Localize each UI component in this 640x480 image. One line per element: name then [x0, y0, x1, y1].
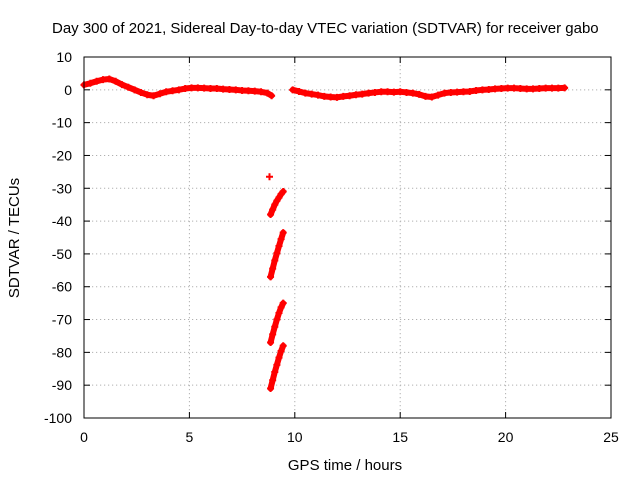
x-tick-label: 0	[80, 429, 88, 445]
x-tick-label: 15	[392, 429, 408, 445]
y-tick-label: -20	[52, 147, 72, 163]
plot-frame	[83, 56, 612, 419]
y-tick-label: -30	[52, 180, 72, 196]
y-tick-label: -10	[52, 115, 72, 131]
y-axis-label: SDTVAR / TECUs	[6, 178, 23, 298]
y-tick-label: -90	[52, 377, 72, 393]
x-tick-label: 5	[186, 429, 194, 445]
x-tick-label: 20	[498, 429, 514, 445]
series-trace	[289, 84, 568, 101]
series-trace	[81, 75, 275, 99]
data-point	[266, 173, 274, 181]
y-tick-label: 0	[64, 82, 72, 98]
series-outlier	[266, 173, 274, 181]
x-axis-label: GPS time / hours	[288, 457, 402, 474]
y-tick-label: -100	[44, 410, 72, 426]
series-descent-arc-1	[267, 188, 287, 219]
chart-title: Day 300 of 2021, Sidereal Day-to-day VTE…	[52, 20, 599, 37]
y-tick-label: -40	[52, 213, 72, 229]
series-main-trace-afternoon	[289, 84, 569, 101]
series-trace	[267, 342, 287, 392]
series-descent-arc-2	[267, 229, 287, 281]
x-tick-label: 25	[603, 429, 619, 445]
y-tick-label: -60	[52, 279, 72, 295]
series-trace	[267, 229, 287, 280]
x-tick-label: 10	[287, 429, 303, 445]
data-points	[80, 75, 569, 392]
series-trace	[267, 300, 287, 346]
series-descent-arc-4	[267, 342, 287, 392]
y-tick-label: -50	[52, 246, 72, 262]
axes: 10 0 -10 -20 -30 -40 -50 -60 -70 -80 -90 -100 0 5 10 15…	[44, 49, 619, 445]
y-tick-label: 10	[56, 49, 72, 65]
series-descent-arc-3	[267, 299, 287, 347]
series-main-trace-morning	[80, 75, 276, 100]
y-tick-label: -80	[52, 344, 72, 360]
series-trace	[267, 188, 287, 218]
grid	[84, 57, 611, 418]
y-tick-label: -70	[52, 312, 72, 328]
